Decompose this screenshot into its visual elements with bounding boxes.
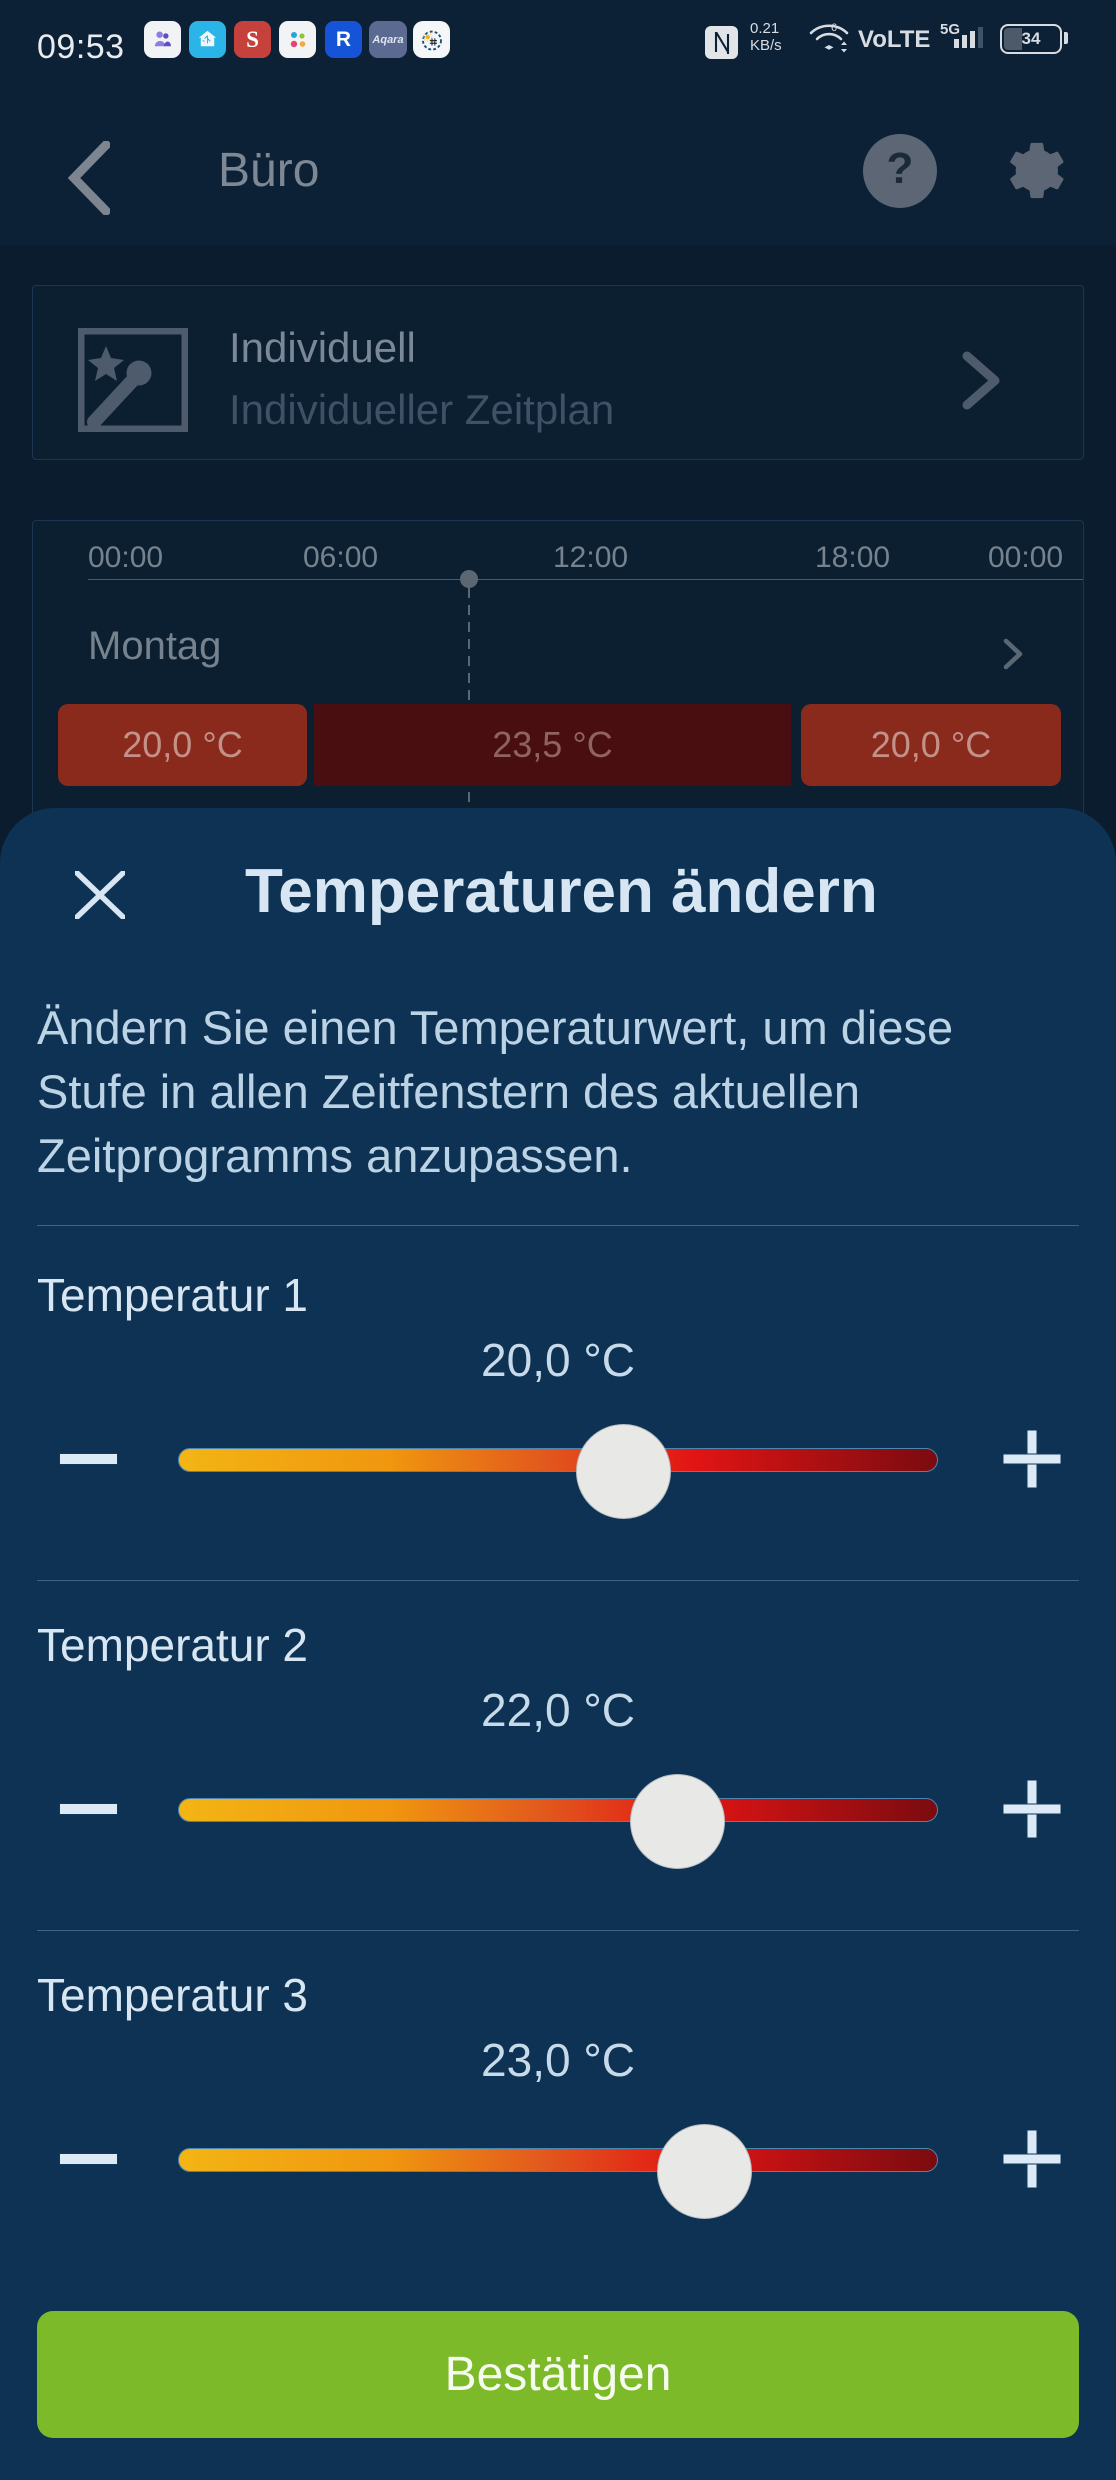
svg-text:6: 6 — [831, 22, 837, 34]
